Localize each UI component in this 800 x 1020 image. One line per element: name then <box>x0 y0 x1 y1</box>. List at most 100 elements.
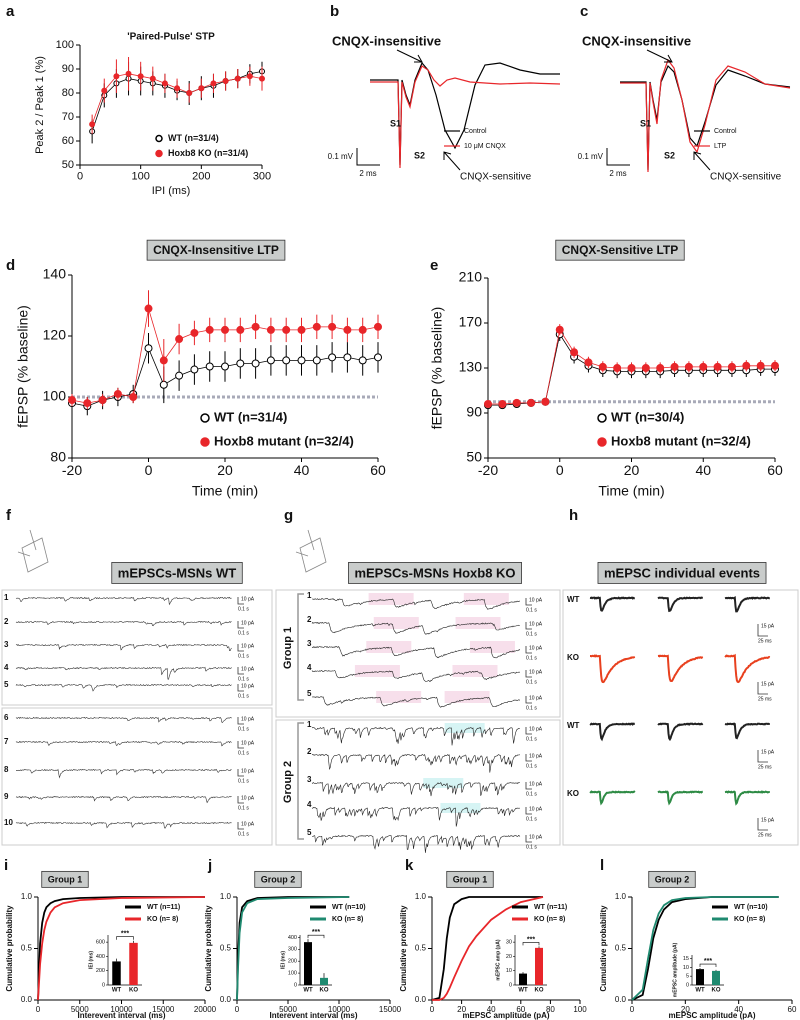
y-axis-label: fEPSP (% baseline) <box>15 305 31 428</box>
scale-amp: 10 pA <box>529 781 543 787</box>
data-point <box>358 325 367 334</box>
inset-category: WT <box>695 988 705 994</box>
y-tick-label: 1.0 <box>415 892 427 901</box>
inset-y-tick-label: 10 <box>683 965 689 971</box>
scale-amp: 10 pA <box>241 716 255 722</box>
arrow <box>443 151 461 171</box>
x-tick-label: 40 <box>695 462 711 478</box>
title-box <box>446 870 494 888</box>
panel-title: mEPSCs-MSNs Hoxb8 KO <box>354 565 515 580</box>
trace <box>15 768 232 779</box>
row-label: 7 <box>4 737 9 746</box>
data-point <box>282 356 291 365</box>
scale-time: 0.1 s <box>238 805 249 811</box>
x-tick-label: -20 <box>62 462 82 478</box>
inset-y-tick-label: 600 <box>96 940 105 946</box>
panel-letter: b <box>330 3 339 20</box>
legend-label: 10 μM CNQX <box>464 143 506 150</box>
scale-time: 0.1 s <box>238 606 249 612</box>
x-tick-label: 5000 <box>279 1005 297 1014</box>
x-tick-label: 100 <box>131 171 149 183</box>
row-label: 4 <box>307 800 312 809</box>
inset-y-tick-label: 0 <box>686 982 689 988</box>
significance-bracket <box>116 936 134 940</box>
y-tick-label: 100 <box>56 39 74 51</box>
y-tick-label: 0.5 <box>615 944 627 953</box>
panel-frame <box>1 589 273 706</box>
highlight <box>423 778 464 788</box>
inset-bar <box>712 970 720 985</box>
y-tick-label: 120 <box>43 327 67 343</box>
legend-label: KO (n= 8) <box>147 916 178 923</box>
peak-label: S1 <box>640 118 651 128</box>
scale-bar <box>757 750 768 763</box>
trace <box>15 666 232 680</box>
scale-bar <box>525 782 532 790</box>
scale-bar <box>757 818 768 831</box>
trace <box>311 806 520 827</box>
trace <box>657 596 703 613</box>
x-tick-label: 0 <box>556 462 564 478</box>
significance: *** <box>121 931 129 938</box>
trace <box>311 781 520 797</box>
group-label: Group 2 <box>282 761 294 803</box>
y-tick-label: 130 <box>459 359 483 375</box>
scale-amp: 15 pA <box>761 749 775 755</box>
scale-bar <box>237 667 244 675</box>
inset-y-label: mEPSC amp (pA) <box>495 939 501 980</box>
highlight <box>373 617 419 629</box>
scale-bar <box>757 682 768 695</box>
row-label: WT <box>567 595 580 604</box>
data-point <box>251 359 260 368</box>
scale-bar <box>237 822 244 830</box>
trace <box>657 790 703 806</box>
inset-y-tick-label: 0 <box>294 982 297 988</box>
panel-letter: h <box>569 507 578 524</box>
data-point <box>312 356 321 365</box>
legend-marker <box>597 413 607 423</box>
inset-y-tick-label: 5 <box>686 974 689 980</box>
inset-y-tick-label: 300 <box>288 947 297 953</box>
x-tick-label: 60 <box>767 462 783 478</box>
arrow <box>646 49 673 63</box>
highlight <box>366 641 412 653</box>
trace <box>657 654 704 683</box>
scale-amp: 10 pA <box>529 753 543 759</box>
x-axis-label: mEPSC amplitude (pA) <box>462 1011 549 1020</box>
data-point <box>656 364 665 372</box>
inset-category: WT <box>112 988 122 994</box>
y-tick-label: 60 <box>62 135 74 147</box>
highlight <box>455 617 501 629</box>
trace <box>589 722 636 742</box>
data-point <box>713 362 722 371</box>
data-point <box>343 325 352 334</box>
x-tick-label: 40 <box>294 462 310 478</box>
x-tick-label: 60 <box>370 462 386 478</box>
x-axis-label: Time (min) <box>598 483 664 499</box>
legend-label: WT (n=31/4) <box>214 409 287 424</box>
data-point <box>144 344 153 353</box>
row-label: 1 <box>4 593 9 602</box>
significance: *** <box>704 958 712 965</box>
data-point <box>771 361 779 370</box>
row-label: 3 <box>307 639 312 648</box>
x-tick-label: 80 <box>546 1005 555 1014</box>
row-label: 2 <box>4 617 9 626</box>
y-tick-label: 90 <box>466 404 482 420</box>
scale-amp: 15 pA <box>761 681 775 687</box>
data-point <box>670 362 679 371</box>
trace <box>657 722 704 742</box>
title-box <box>348 562 522 584</box>
scale-bar <box>525 598 532 606</box>
inset-y-tick-label: 100 <box>288 971 297 977</box>
legend-label: Control <box>464 128 487 135</box>
data-point <box>205 325 214 334</box>
data-point <box>83 399 92 408</box>
scale-label: 2 ms <box>609 169 626 178</box>
x-tick-label: 5000 <box>71 1005 89 1014</box>
scale-amp: 10 pA <box>241 821 255 827</box>
highlight <box>368 593 414 605</box>
scale-amp: 10 pA <box>241 683 255 689</box>
highlight <box>444 723 485 733</box>
inset-bar <box>320 977 328 985</box>
